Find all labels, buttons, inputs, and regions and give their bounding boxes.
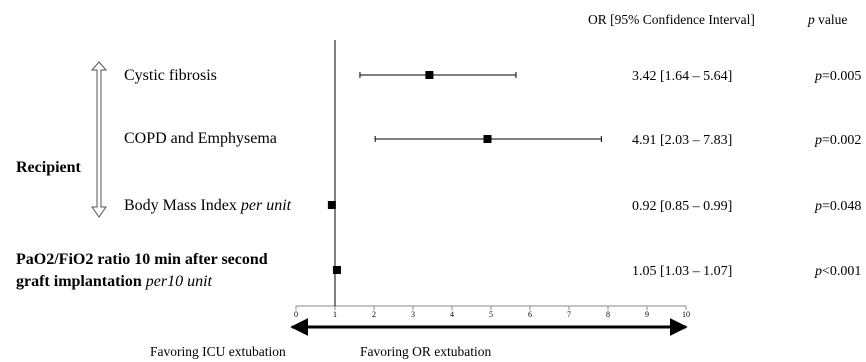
favoring-icu-label: Favoring ICU extubation — [150, 344, 286, 359]
x-tick-label-4: 4 — [450, 310, 454, 319]
ci-text-3: 1.05 [1.03 – 1.07] — [632, 264, 732, 279]
favoring-or-label: Favoring OR extubation — [360, 344, 491, 359]
x-tick-label-5: 5 — [489, 310, 493, 319]
or-point-3 — [332, 266, 341, 274]
header-or-ci: OR [95% Confidence Interval] — [588, 12, 755, 27]
row-label-pao2-line2: graft implantation per10 unit — [16, 273, 213, 290]
header-p-value: p value — [807, 12, 847, 27]
group-bracket-arrow — [90, 61, 108, 218]
x-tick-label-1: 1 — [333, 310, 337, 319]
or-point-0 — [425, 71, 434, 79]
p-value-0: p=0.005 — [814, 69, 861, 84]
row-label-cystic-fibrosis: Cystic fibrosis — [124, 67, 217, 84]
x-tick-label-9: 9 — [645, 310, 649, 319]
x-tick-label-3: 3 — [411, 310, 415, 319]
plot-area: 0 1 2 3 4 5 6 7 8 9 10 3.42 [1.64 – 5.64] p=0.005 4.9… — [294, 40, 861, 319]
row-label-copd: COPD and Emphysema — [124, 130, 277, 147]
row-label-pao2-line1: PaO2/FiO2 ratio 10 min after second — [16, 251, 268, 268]
p-value-2: p=0.048 — [814, 199, 861, 214]
ci-text-2: 0.92 [0.85 – 0.99] — [632, 199, 732, 214]
p-value-1: p=0.002 — [814, 133, 861, 148]
ci-text-1: 4.91 [2.03 – 7.83] — [632, 133, 732, 148]
x-tick-label-10: 10 — [682, 310, 690, 319]
row-label-bmi: Body Mass Index per unit — [124, 197, 292, 214]
x-tick-label-0: 0 — [294, 310, 298, 319]
x-tick-label-8: 8 — [606, 310, 610, 319]
x-tick-label-2: 2 — [372, 310, 376, 319]
ci-text-0: 3.42 [1.64 – 5.64] — [632, 69, 732, 84]
group-label-recipient: Recipient — [16, 159, 82, 176]
or-point-2 — [327, 201, 336, 209]
p-value-3: p<0.001 — [814, 264, 861, 279]
or-point-1 — [483, 135, 492, 143]
x-tick-label-6: 6 — [528, 310, 532, 319]
x-tick-label-7: 7 — [567, 310, 571, 319]
